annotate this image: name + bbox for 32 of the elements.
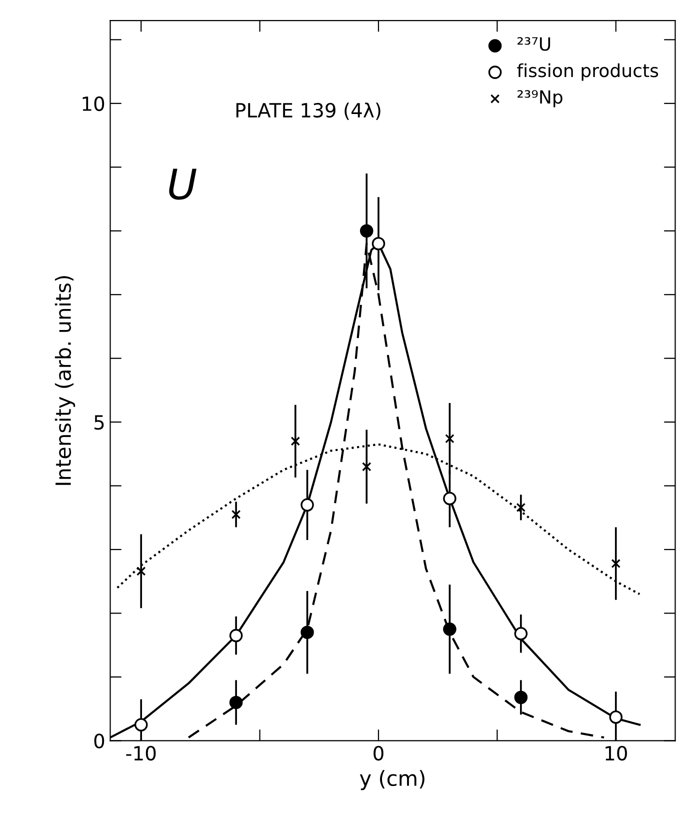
point xyxy=(443,622,456,636)
point xyxy=(362,462,372,472)
point xyxy=(372,236,386,250)
annotation: PLATE 139 (4λ) xyxy=(236,102,380,120)
y-tick-label: 5 xyxy=(94,415,104,430)
x-tick-label: 0 xyxy=(374,746,384,761)
point xyxy=(136,566,146,576)
point xyxy=(516,502,526,512)
point xyxy=(290,436,300,446)
point xyxy=(443,492,456,506)
point xyxy=(229,628,243,642)
point xyxy=(300,498,314,512)
y-tick-label: 10 xyxy=(82,96,104,112)
y-tick-label: 0 xyxy=(94,734,104,748)
x-tick-label: -10 xyxy=(126,746,156,761)
point xyxy=(300,626,314,640)
point xyxy=(134,718,148,732)
legend-label: fission products xyxy=(517,63,658,81)
y-axis-title: Intensity (arb. units) xyxy=(54,276,76,485)
point xyxy=(231,510,241,520)
x-axis-title: y (cm) xyxy=(360,770,424,790)
point xyxy=(445,434,454,444)
point xyxy=(514,690,528,704)
point xyxy=(611,558,621,568)
legend-label: ²³⁹Np xyxy=(518,90,562,108)
point xyxy=(360,224,374,238)
point xyxy=(609,710,623,724)
point xyxy=(229,696,243,710)
legend-label: ²³⁷U xyxy=(518,37,550,51)
x-tick-label: 10 xyxy=(606,746,627,761)
point xyxy=(514,626,528,640)
annotation: U xyxy=(169,168,196,200)
